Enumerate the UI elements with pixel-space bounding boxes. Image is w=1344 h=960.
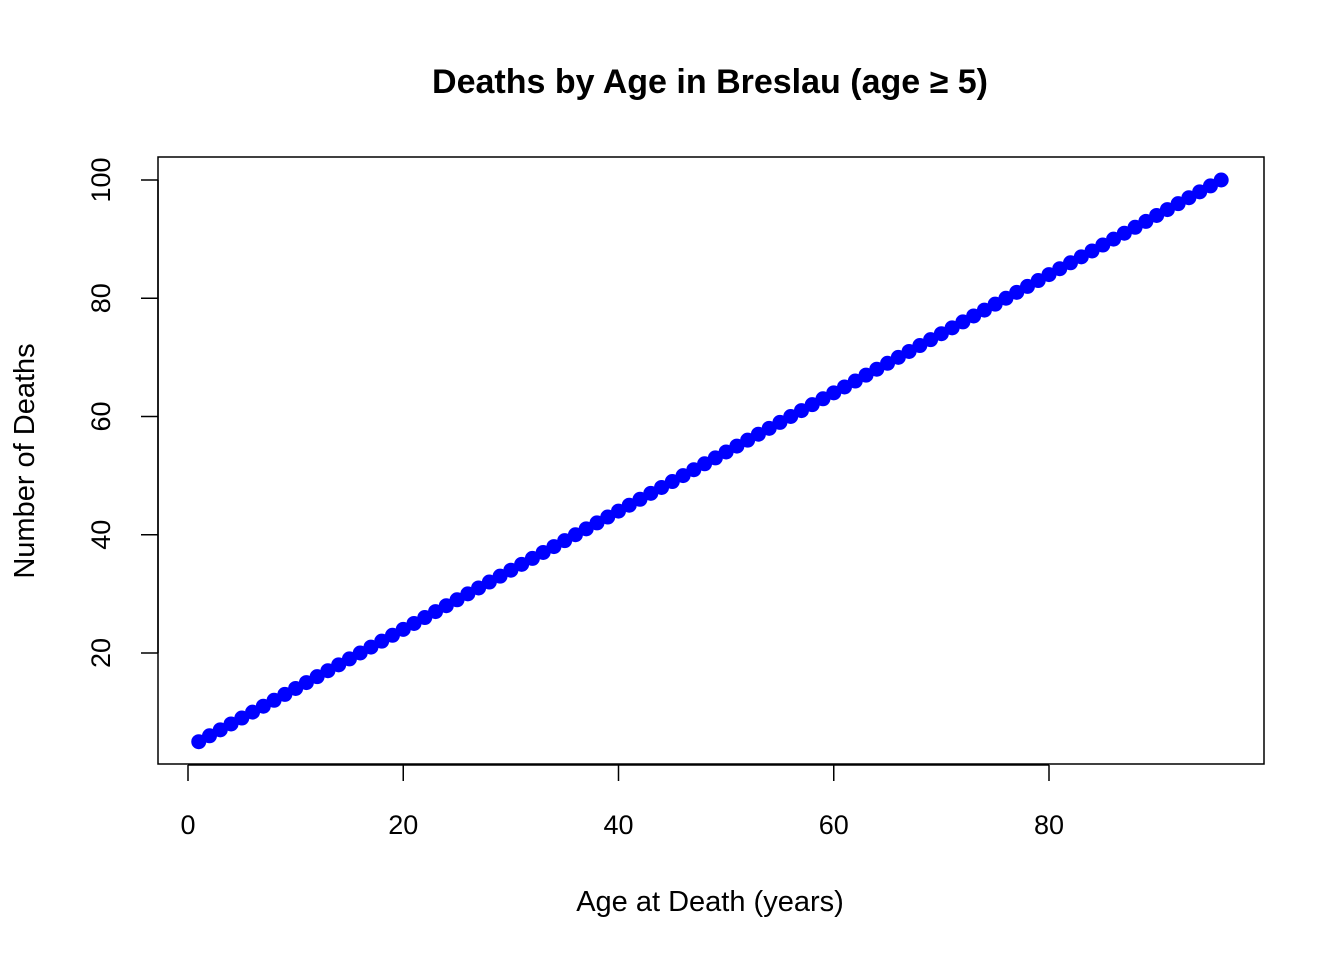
y-axis-label: Number of Deaths bbox=[9, 343, 41, 578]
x-tick-label: 0 bbox=[180, 810, 195, 840]
data-point bbox=[1213, 172, 1229, 188]
data-points bbox=[191, 172, 1229, 750]
y-tick-label: 20 bbox=[86, 638, 116, 668]
y-tick-label: 100 bbox=[86, 157, 116, 202]
x-tick-label: 40 bbox=[603, 810, 633, 840]
x-tick-label: 80 bbox=[1034, 810, 1064, 840]
y-tick-label: 40 bbox=[86, 520, 116, 550]
y-tick-label: 80 bbox=[86, 283, 116, 313]
x-axis-label: Age at Death (years) bbox=[576, 886, 844, 918]
y-axis: 20 40 60 80 100 bbox=[86, 157, 159, 668]
x-tick-label: 20 bbox=[388, 810, 418, 840]
x-axis: 0 20 40 60 80 bbox=[180, 764, 1064, 840]
y-tick-label: 60 bbox=[86, 401, 116, 431]
x-tick-label: 60 bbox=[819, 810, 849, 840]
chart-title: Deaths by Age in Breslau (age ≥ 5) bbox=[432, 63, 988, 101]
